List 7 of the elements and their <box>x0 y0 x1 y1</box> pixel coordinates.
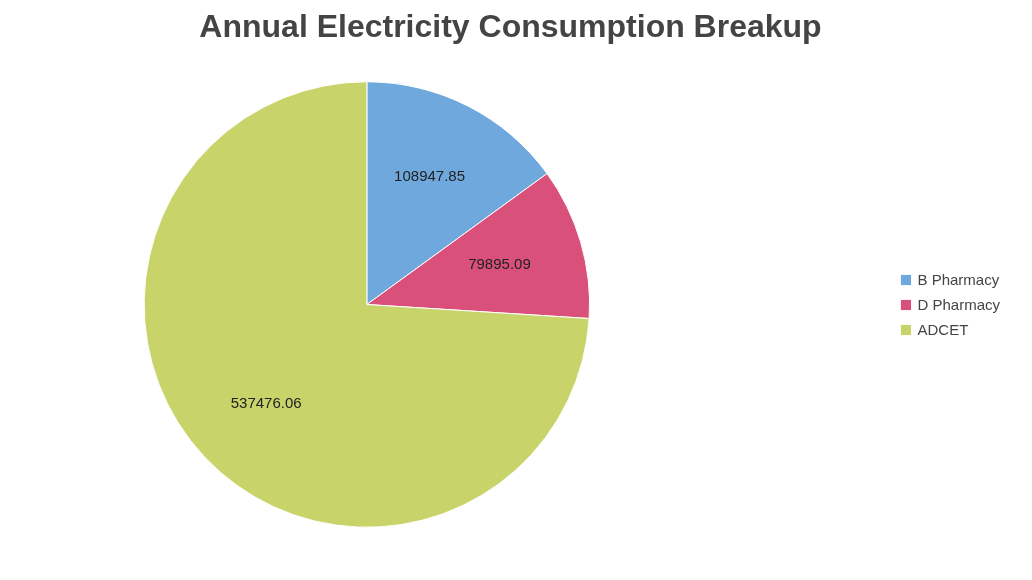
data-label: 79895.09 <box>468 255 531 273</box>
legend-label: D Pharmacy <box>917 295 1000 313</box>
legend-label: B Pharmacy <box>917 270 1000 288</box>
data-label: 537476.06 <box>230 394 302 412</box>
legend-label: ADCET <box>917 320 969 338</box>
data-label: 108947.85 <box>394 166 466 184</box>
chart-title: Annual Electricity Consumption Breakup <box>199 7 822 44</box>
